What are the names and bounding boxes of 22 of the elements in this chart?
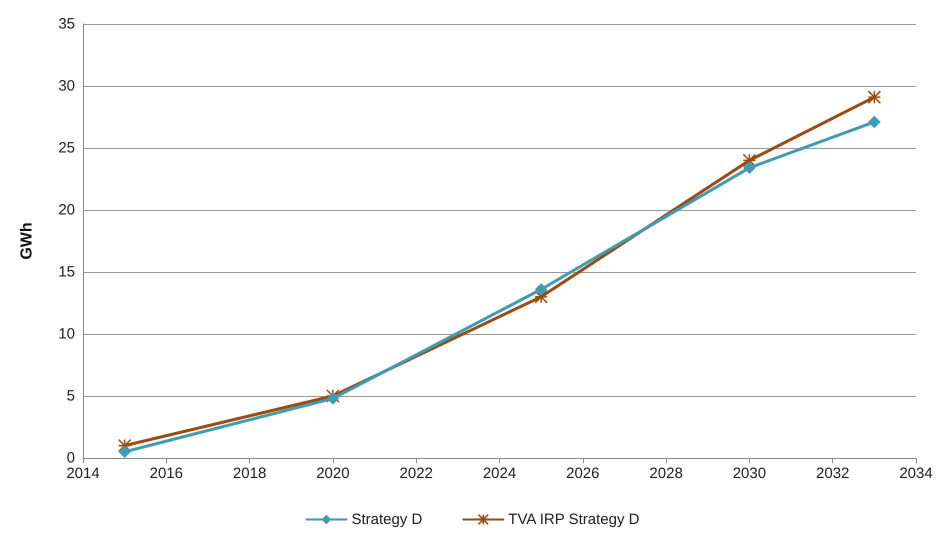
x-tick-label: 2018 (232, 465, 266, 482)
x-tick-label: 2026 (566, 465, 600, 482)
y-axis-title: GWh (18, 222, 36, 260)
x-tick-label: 2028 (649, 465, 683, 482)
legend-label: TVA IRP Strategy D (508, 511, 640, 528)
y-tick-label: 35 (58, 16, 75, 32)
x-tick-label: 2030 (732, 465, 766, 482)
y-tick-label: 5 (66, 388, 75, 404)
legend-label: Strategy D (351, 511, 422, 528)
x-tick-label: 2032 (816, 465, 850, 482)
x-tick-label: 2024 (482, 465, 516, 482)
y-tick-label: 15 (58, 264, 75, 280)
x-tick-label: 2020 (316, 465, 350, 482)
x-tick-label: 2014 (66, 465, 100, 482)
x-tick-label: 2034 (899, 465, 933, 482)
y-tick-label: 25 (58, 140, 75, 156)
x-tick-label: 2022 (400, 465, 433, 482)
y-tick-label: 0 (66, 450, 75, 466)
y-tick-label: 10 (58, 326, 75, 342)
x-tick-label: 2016 (150, 465, 183, 482)
y-tick-label: 30 (58, 78, 75, 94)
y-tick-label: 20 (58, 202, 75, 218)
